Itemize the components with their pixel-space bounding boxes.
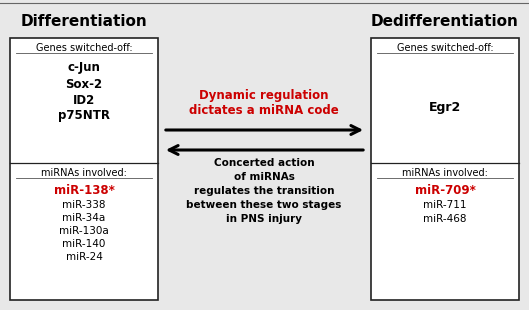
- Text: Differentiation: Differentiation: [21, 15, 148, 29]
- Text: miR-34a: miR-34a: [62, 213, 106, 223]
- Text: miR-709*: miR-709*: [415, 184, 476, 197]
- Text: Dynamic regulation: Dynamic regulation: [199, 88, 329, 101]
- Text: p75NTR: p75NTR: [58, 109, 110, 122]
- Text: of miRNAs: of miRNAs: [234, 172, 295, 182]
- Text: c-Jun: c-Jun: [68, 61, 101, 74]
- Text: miRNAs involved:: miRNAs involved:: [402, 168, 488, 178]
- Text: miRNAs involved:: miRNAs involved:: [41, 168, 127, 178]
- Text: ID2: ID2: [73, 94, 95, 107]
- Text: Dedifferentiation: Dedifferentiation: [371, 15, 519, 29]
- Text: between these two stages: between these two stages: [186, 200, 342, 210]
- Text: miR-140: miR-140: [62, 239, 106, 249]
- Text: miR-24: miR-24: [66, 252, 103, 262]
- Text: Concerted action: Concerted action: [214, 158, 314, 168]
- Text: Genes switched-off:: Genes switched-off:: [35, 43, 132, 53]
- Text: Sox-2: Sox-2: [66, 78, 103, 91]
- Text: miR-338: miR-338: [62, 200, 106, 210]
- Text: miR-130a: miR-130a: [59, 226, 109, 236]
- Text: regulates the transition: regulates the transition: [194, 186, 334, 196]
- Text: in PNS injury: in PNS injury: [226, 214, 302, 224]
- Text: miR-138*: miR-138*: [53, 184, 114, 197]
- Bar: [10, 38, 158, 300]
- Text: dictates a miRNA code: dictates a miRNA code: [189, 104, 339, 117]
- Text: miR-468: miR-468: [423, 214, 467, 224]
- Text: miR-711: miR-711: [423, 200, 467, 210]
- Text: Egr2: Egr2: [429, 101, 461, 114]
- Bar: [371, 38, 519, 300]
- Text: Genes switched-off:: Genes switched-off:: [397, 43, 494, 53]
